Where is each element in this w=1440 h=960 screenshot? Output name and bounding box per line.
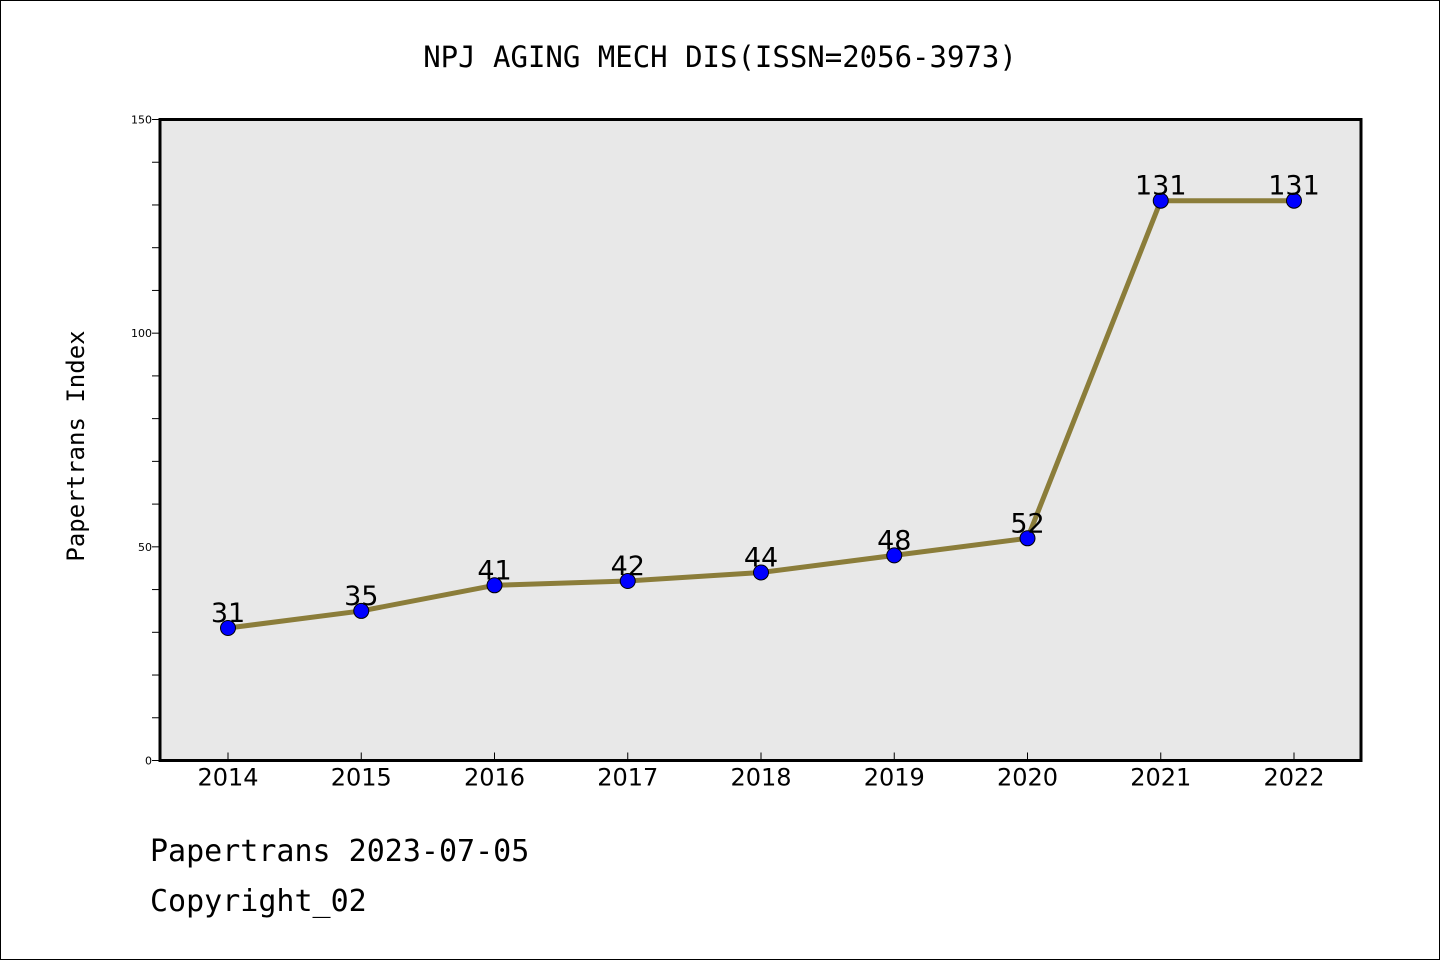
y-tick-label: 150 (131, 114, 152, 127)
data-point (753, 564, 769, 581)
data-label: 41 (477, 555, 511, 586)
data-point (1286, 192, 1302, 209)
data-point (486, 577, 503, 594)
y-axis: 0 50 100 150 (131, 114, 160, 768)
data-label: 48 (877, 525, 911, 556)
data-label: 44 (744, 542, 778, 573)
data-label: 131 (1268, 171, 1320, 202)
x-tick-label: 2020 (997, 764, 1058, 792)
x-tick-label: 2018 (730, 764, 791, 792)
x-tick-label: 2016 (464, 764, 525, 792)
x-tick-label: 2022 (1263, 764, 1324, 792)
x-tick-label: 2014 (197, 764, 258, 792)
data-label: 42 (611, 551, 645, 582)
x-tick-label: 2021 (1130, 764, 1191, 792)
data-point (1152, 192, 1169, 209)
data-point (220, 620, 236, 637)
y-tick-label: 100 (131, 327, 152, 340)
data-label: 131 (1135, 171, 1187, 202)
plot-area (158, 118, 1363, 762)
x-tick-label: 2015 (331, 764, 392, 792)
y-tick-label: 0 (145, 755, 152, 768)
x-tick-label: 2019 (864, 764, 925, 792)
data-label: 31 (211, 598, 245, 629)
data-point (1019, 530, 1036, 547)
x-tick-label: 2017 (597, 764, 658, 792)
x-axis: 2014 2015 2016 2017 2018 2019 2020 2021 2022 (197, 752, 1325, 792)
series: 31 35 41 42 44 48 52 131 131 (211, 171, 1320, 637)
data-point (619, 573, 636, 590)
data-point (886, 547, 903, 564)
footer-date: Papertrans 2023-07-05 (150, 834, 530, 869)
y-tick-label: 50 (138, 541, 152, 554)
data-point (353, 602, 370, 619)
footer-copyright: Copyright_02 (150, 884, 367, 919)
data-label: 35 (344, 581, 378, 612)
chart-title: NPJ AGING MECH DIS(ISSN=2056-3973) (423, 40, 1017, 74)
y-axis-label: Papertrans Index (62, 330, 90, 561)
data-label: 52 (1010, 508, 1044, 539)
